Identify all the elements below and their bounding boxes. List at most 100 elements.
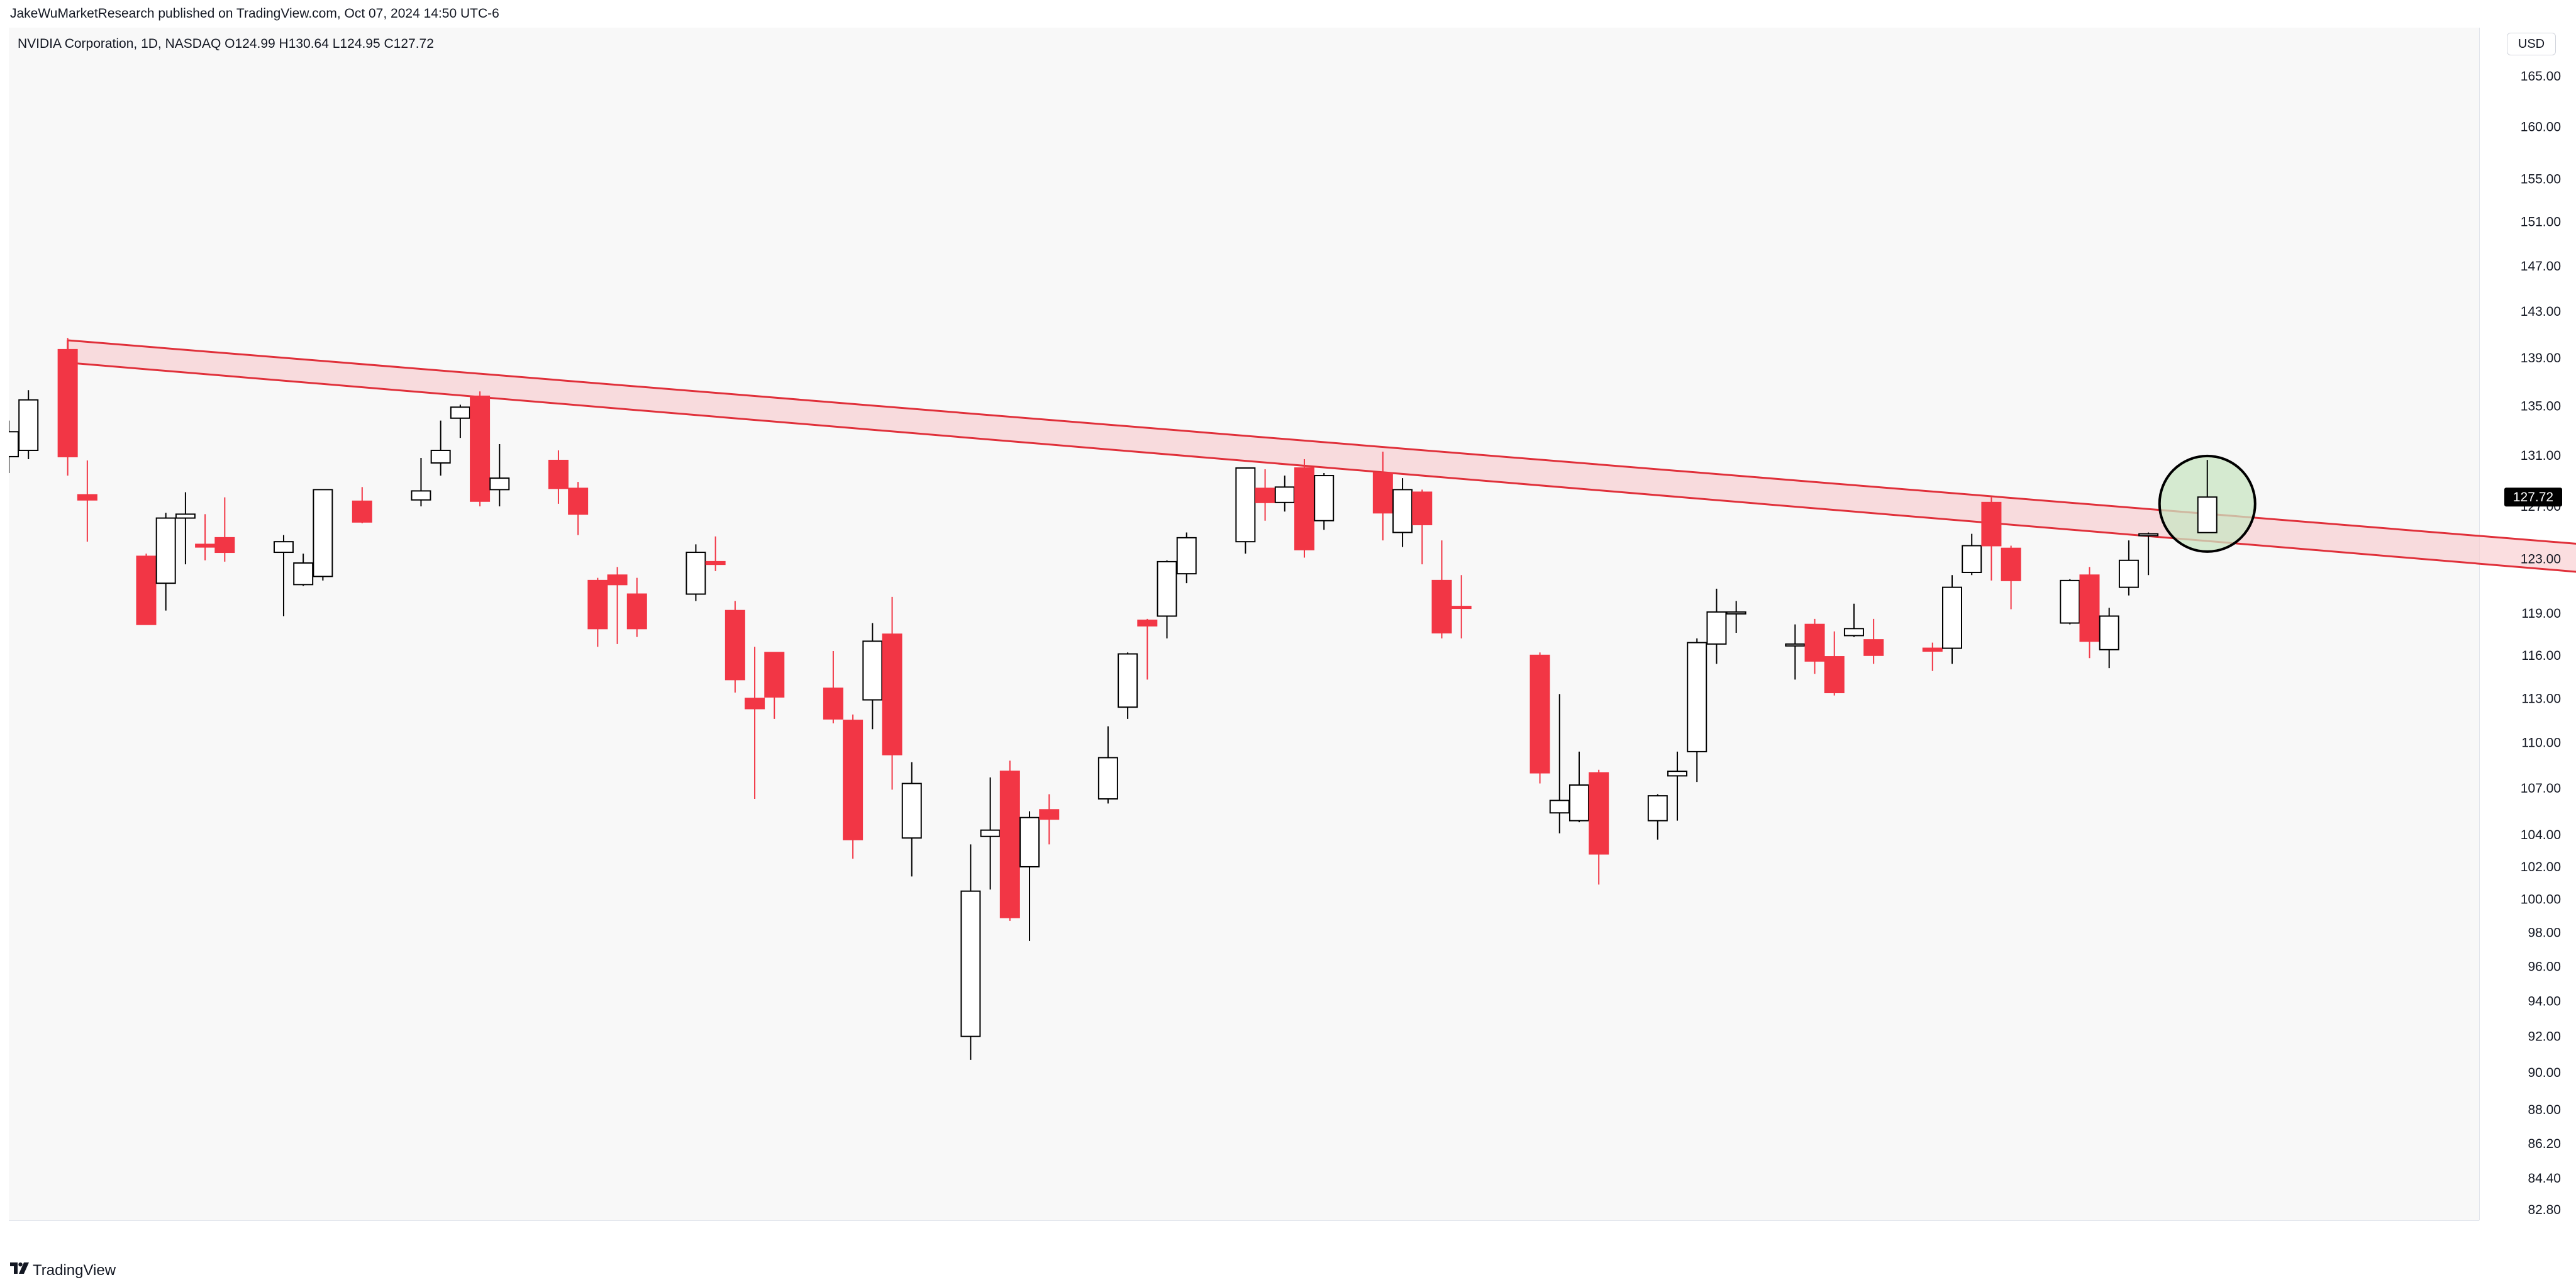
candle[interactable]: [882, 596, 902, 790]
candle[interactable]: [1687, 638, 1707, 783]
price-tick-label: 160.00: [2521, 120, 2561, 134]
candle[interactable]: [1097, 726, 1118, 804]
candle[interactable]: [430, 420, 451, 476]
candle[interactable]: [293, 554, 314, 586]
candle[interactable]: [1294, 459, 1314, 558]
plot-background[interactable]: [9, 28, 2479, 1220]
candle[interactable]: [1157, 560, 1177, 638]
candle[interactable]: [1589, 769, 1609, 885]
candle-body: [2099, 615, 2119, 650]
candle[interactable]: [1176, 532, 1197, 584]
candle[interactable]: [2118, 540, 2139, 596]
candle[interactable]: [450, 404, 470, 438]
candle[interactable]: [686, 544, 706, 601]
last-price-badge: [2504, 488, 2562, 507]
candle[interactable]: [1981, 497, 2002, 581]
price-tick-label: 86.20: [2528, 1137, 2561, 1151]
candle[interactable]: [1235, 467, 1256, 554]
candle[interactable]: [1843, 603, 1864, 637]
candle[interactable]: [195, 514, 216, 560]
candle[interactable]: [980, 777, 1001, 890]
candle[interactable]: [1372, 451, 1393, 541]
candle[interactable]: [136, 554, 157, 625]
candle[interactable]: [2060, 579, 2080, 625]
currency-button[interactable]: USD: [2507, 33, 2556, 55]
candle[interactable]: [1274, 476, 1295, 512]
candle[interactable]: [862, 623, 883, 730]
candle[interactable]: [313, 489, 333, 581]
candle[interactable]: [155, 513, 176, 611]
candle[interactable]: [1431, 540, 1452, 638]
candle[interactable]: [2079, 567, 2100, 659]
candle[interactable]: [1255, 469, 1275, 521]
candle-body: [1039, 809, 1060, 820]
candle[interactable]: [273, 535, 294, 616]
candle[interactable]: [607, 567, 628, 644]
candle[interactable]: [1922, 642, 1943, 671]
candle[interactable]: [587, 577, 608, 647]
candle[interactable]: [1647, 794, 1668, 840]
candle[interactable]: [626, 577, 647, 637]
candle[interactable]: [489, 444, 510, 506]
candle[interactable]: [1824, 631, 1845, 696]
candle[interactable]: [1863, 618, 1884, 664]
candle[interactable]: [1549, 694, 1570, 833]
candle[interactable]: [2001, 545, 2021, 610]
candle[interactable]: [175, 492, 196, 565]
price-tick-label: 82.80: [2528, 1203, 2561, 1217]
price-tick-label: 84.40: [2528, 1171, 2561, 1186]
candle[interactable]: [960, 844, 981, 1060]
candle[interactable]: [764, 652, 785, 719]
candle[interactable]: [352, 487, 372, 523]
candle[interactable]: [843, 714, 863, 859]
candle[interactable]: [1706, 588, 1727, 664]
candle[interactable]: [2197, 460, 2218, 533]
candle[interactable]: [9, 420, 19, 474]
candle[interactable]: [1039, 794, 1060, 845]
candle[interactable]: [18, 390, 39, 459]
tradingview-logo-icon: [10, 1262, 29, 1274]
candle[interactable]: [1962, 533, 1982, 576]
price-tick-label: 104.00: [2521, 828, 2561, 842]
candle[interactable]: [1804, 618, 1825, 674]
candle[interactable]: [470, 391, 491, 506]
candle[interactable]: [1392, 478, 1413, 547]
candle[interactable]: [1530, 652, 1550, 784]
candle[interactable]: [1451, 575, 1472, 638]
price-tick-label: 90.00: [2528, 1066, 2561, 1080]
candle[interactable]: [77, 460, 97, 542]
candle-body: [470, 395, 491, 502]
candle[interactable]: [2099, 608, 2119, 669]
candle-body: [1019, 816, 1040, 867]
candle[interactable]: [1137, 618, 1158, 680]
chart-area[interactable]: 165.00 160.00 155.00 151.00 147.00 143.00 139.…: [9, 28, 2576, 1224]
candle[interactable]: [999, 760, 1020, 921]
candle[interactable]: [1667, 751, 1688, 821]
candle[interactable]: [1118, 652, 1138, 719]
candle[interactable]: [548, 450, 569, 504]
candle-body: [1942, 586, 1962, 649]
candle[interactable]: [1568, 751, 1589, 823]
candlestick-chart[interactable]: 165.00 160.00 155.00 151.00 147.00 143.00 139.…: [9, 28, 2576, 1224]
price-axis[interactable]: 165.00 160.00 155.00 151.00 147.00 143.00 139.…: [2521, 69, 2561, 1217]
candle[interactable]: [1019, 811, 1040, 941]
candles: [9, 338, 2218, 1060]
candle-body: [999, 771, 1020, 918]
candle[interactable]: [901, 762, 922, 877]
candle[interactable]: [214, 497, 235, 562]
price-tick-label: 107.00: [2521, 781, 2561, 796]
candle[interactable]: [724, 601, 745, 693]
candle[interactable]: [568, 482, 589, 535]
candle[interactable]: [2138, 532, 2159, 576]
candle[interactable]: [823, 651, 843, 723]
candle[interactable]: [57, 338, 78, 476]
candle[interactable]: [1314, 473, 1335, 530]
candle[interactable]: [705, 536, 726, 571]
price-tick-label: 100.00: [2521, 893, 2561, 907]
candle[interactable]: [1726, 601, 1746, 633]
candle[interactable]: [1785, 624, 1806, 680]
candle[interactable]: [1412, 489, 1433, 565]
candle[interactable]: [411, 457, 431, 506]
candle[interactable]: [745, 647, 765, 800]
candle[interactable]: [1942, 575, 1962, 664]
